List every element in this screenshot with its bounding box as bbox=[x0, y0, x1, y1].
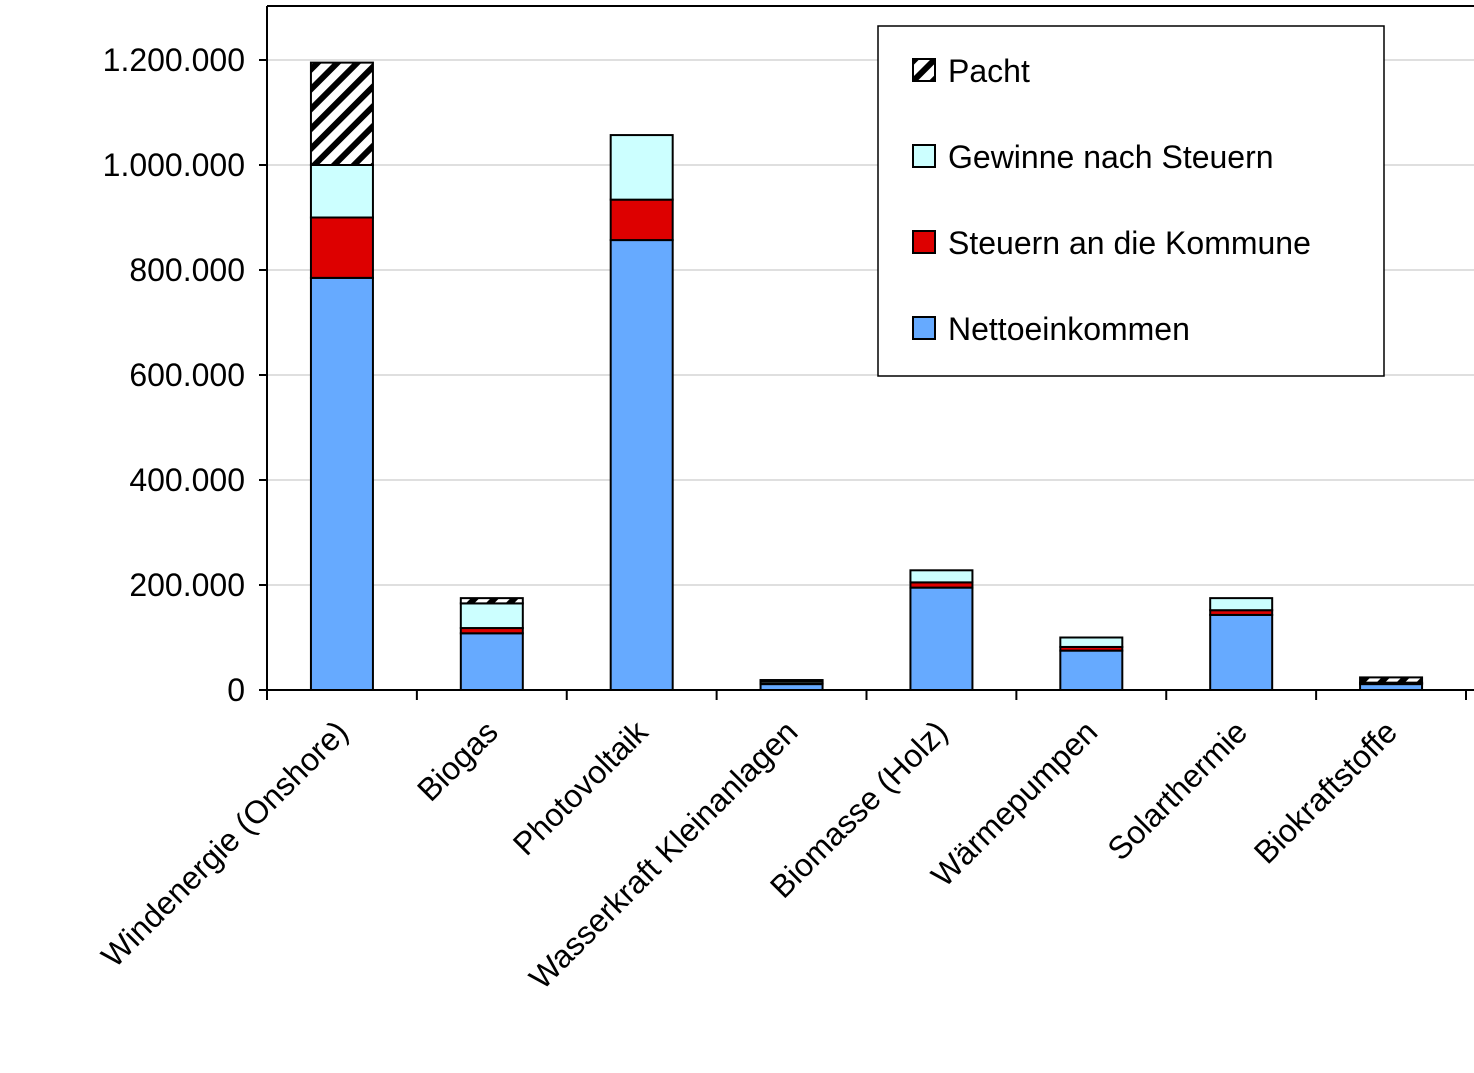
y-tick-label: 0 bbox=[227, 672, 245, 708]
legend: Pacht Gewinne nach Steuern Steuern an die … bbox=[877, 25, 1385, 377]
y-tick-label: 200.000 bbox=[129, 567, 245, 603]
bar-segment bbox=[909, 586, 974, 691]
x-category-labels: Windenergie (Onshore) Biogas PhotovoltaikW… bbox=[94, 713, 1404, 996]
x-category-label: Photovoltaik bbox=[506, 713, 655, 862]
y-tick-label: 600.000 bbox=[129, 357, 245, 393]
y-tick-labels: 0 200.000 400.000 600.000 800.000 1.000.000 1.… bbox=[103, 42, 245, 708]
bar-segment bbox=[309, 61, 374, 166]
bar-segment bbox=[309, 164, 374, 219]
x-category-label: Biogas bbox=[410, 713, 505, 808]
bar-segment bbox=[459, 602, 524, 630]
y-tick-label: 1.000.000 bbox=[103, 147, 245, 183]
bar-segment bbox=[309, 276, 374, 691]
bar-segment bbox=[1209, 597, 1274, 612]
legend-swatch bbox=[912, 144, 936, 168]
legend-swatch bbox=[912, 58, 936, 82]
bars bbox=[309, 61, 1424, 692]
bar-segment bbox=[759, 679, 824, 683]
gridlines bbox=[267, 59, 1474, 586]
legend-label: Pacht bbox=[948, 53, 1030, 89]
bar-segment bbox=[609, 198, 674, 242]
y-tick-label: 1.200.000 bbox=[103, 42, 245, 78]
legend-label: Nettoeinkommen bbox=[948, 311, 1190, 347]
bar-segment bbox=[1359, 676, 1424, 684]
x-category-label: Wasserkraft Kleinanlagen bbox=[522, 713, 804, 995]
bar-segment bbox=[1059, 636, 1124, 648]
bar-segment bbox=[1059, 649, 1124, 691]
bar-segment bbox=[309, 216, 374, 279]
bar-segment bbox=[609, 239, 674, 691]
y-tick-label: 800.000 bbox=[129, 252, 245, 288]
legend-label: Gewinne nach Steuern bbox=[948, 139, 1274, 175]
axes bbox=[259, 5, 1474, 700]
bar-segment bbox=[459, 597, 524, 605]
legend-swatch bbox=[912, 316, 936, 340]
x-category-label: Windenergie (Onshore) bbox=[94, 713, 355, 974]
bar-segment bbox=[909, 569, 974, 584]
bar-segment bbox=[609, 134, 674, 201]
bar-segment bbox=[459, 632, 524, 691]
y-tick-label: 400.000 bbox=[129, 462, 245, 498]
legend-label: Steuern an die Kommune bbox=[948, 225, 1311, 261]
legend-box bbox=[877, 25, 1385, 377]
x-category-label: Biokraftstoffe bbox=[1247, 713, 1404, 870]
legend-swatch bbox=[912, 230, 936, 254]
x-category-label: Solarthermie bbox=[1100, 713, 1254, 867]
bar-segment bbox=[1209, 613, 1274, 691]
